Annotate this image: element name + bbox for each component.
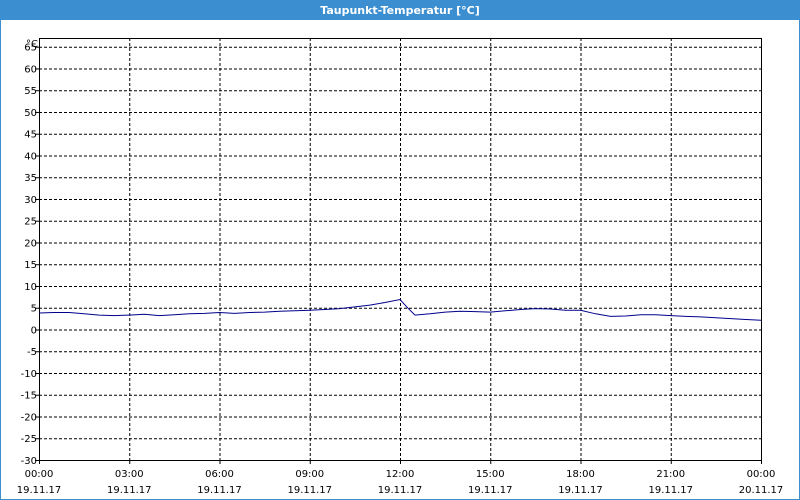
y-tick-label: 0 [31,325,37,336]
x-tick-date-label: 19.11.17 [558,485,603,496]
x-tick-label: 03:00 [115,469,144,480]
x-tick-date-label: 19.11.17 [648,485,693,496]
y-tick-label: -30 [21,456,37,467]
x-tick-label: 00:00 [25,469,54,480]
x-tick-label: 12:00 [386,469,415,480]
x-tick-label: 00:00 [747,469,776,480]
y-tick-label: -5 [27,347,37,358]
y-tick-label: 45 [24,130,37,141]
y-tick-label: 30 [24,195,37,206]
x-tick-date-label: 19.11.17 [287,485,332,496]
x-tick-date-label: 19.11.17 [107,485,152,496]
y-tick-label: 35 [24,173,37,184]
series-line [38,298,762,321]
y-tick-label: 55 [24,86,37,97]
x-tick-label: 15:00 [476,469,505,480]
x-tick-label: 21:00 [656,469,685,480]
x-tick-label: 06:00 [205,469,234,480]
window-title: Taupunkt-Temperatur [°C] [1,1,799,20]
y-tick-label: 60 [24,64,37,75]
y-tick-label: 65 [24,43,37,54]
plot-frame [39,38,762,461]
x-tick-date-label: 20.11.17 [739,485,784,496]
x-tick-label: 09:00 [295,469,324,480]
y-axis-label: °C [26,39,38,50]
y-tick-label: 25 [24,217,37,228]
y-tick-label: 50 [24,108,37,119]
y-tick-label: -20 [21,412,37,423]
x-tick-date-label: 19.11.17 [17,485,62,496]
x-tick-label: 18:00 [566,469,595,480]
y-tick-label: 15 [24,260,37,271]
y-tick-label: 10 [24,282,37,293]
x-tick-date-label: 19.11.17 [468,485,513,496]
x-tick-date-label: 19.11.17 [197,485,242,496]
y-tick-label: 40 [24,151,37,162]
y-tick-label: -25 [21,434,37,445]
x-tick-date-label: 19.11.17 [378,485,423,496]
y-tick-label: -10 [21,369,37,380]
y-tick-label: 20 [24,238,37,249]
y-tick-label: -15 [21,391,37,402]
y-tick-label: 5 [31,304,37,315]
